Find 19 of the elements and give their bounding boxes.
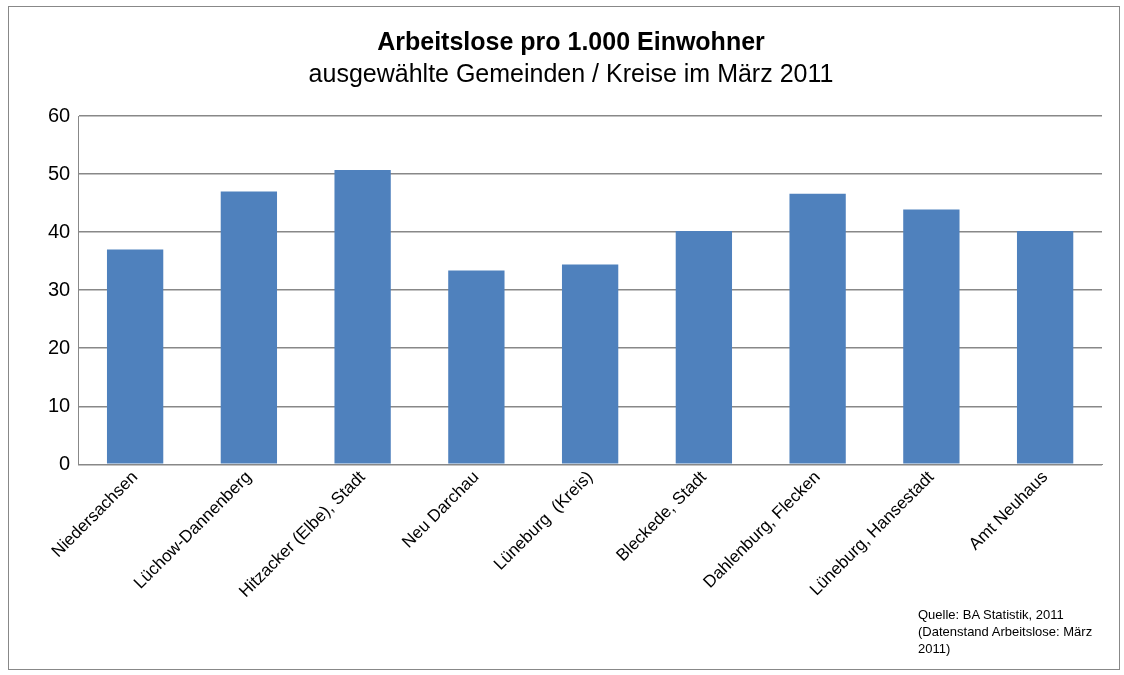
bar: [789, 193, 846, 464]
bar: [448, 270, 505, 464]
y-tick-label: 50: [48, 161, 71, 184]
source-note: Quelle: BA Statistik, 2011 (Datenstand Arbeitslose: März 2011): [918, 606, 1094, 657]
chart-title: Arbeitslose pro 1.000 Einwohner: [377, 26, 766, 55]
bar: [561, 264, 619, 464]
bar: [675, 230, 733, 464]
y-tick-label: 60: [48, 103, 71, 126]
bar: [334, 169, 391, 464]
bar: [1016, 230, 1074, 464]
chart-subtitle: ausgewählte Gemeinden / Kreise im März 2011: [308, 58, 834, 87]
bar: [106, 249, 164, 464]
y-tick-label: 0: [59, 451, 71, 474]
y-tick-label: 30: [48, 277, 71, 300]
bar: [903, 209, 960, 464]
y-tick-label: 10: [48, 393, 71, 416]
y-tick-label: 40: [48, 219, 71, 242]
y-tick-label: 20: [48, 335, 71, 358]
bar: [220, 191, 278, 464]
